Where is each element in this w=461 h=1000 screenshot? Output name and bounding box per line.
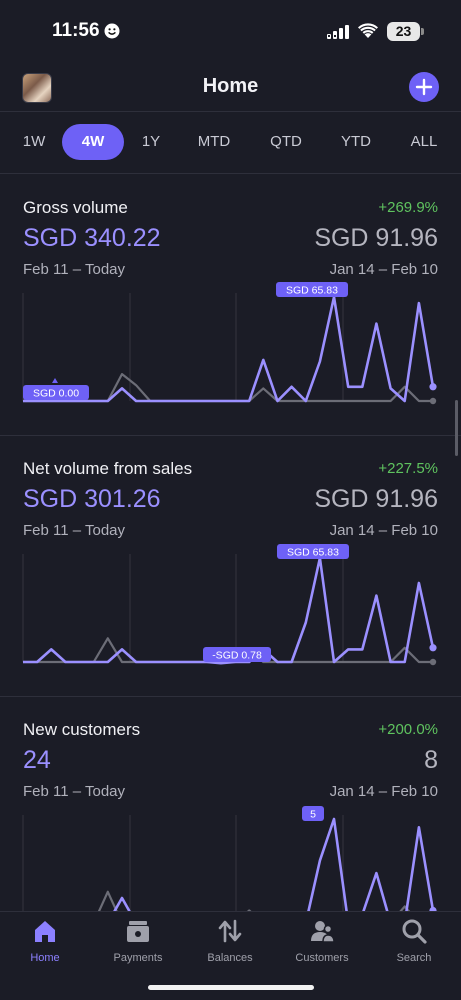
nav-search-label: Search [396, 952, 432, 964]
cellular-signal-icon [327, 25, 349, 39]
metric-compare-value: SGD 91.96 [314, 485, 438, 513]
metric-change: +269.9% [378, 199, 438, 216]
tooltip-high: 5 [302, 806, 324, 821]
tab-1y[interactable]: 1Y [141, 133, 161, 150]
metric-date-range: Feb 11 – Today [23, 522, 126, 539]
current-period-end-point [429, 906, 437, 911]
page-title: Home [202, 75, 259, 97]
nav-customers[interactable]: Customers [277, 918, 367, 964]
metric-compare-date-range: Jan 14 – Feb 10 [329, 522, 438, 539]
tooltip-low: SGD 0.00 [23, 378, 89, 400]
metric-title: Net volume from sales [23, 459, 193, 478]
nav-payments[interactable]: Payments [93, 918, 183, 964]
current-period-end-point [429, 644, 437, 652]
app-header: Home [0, 62, 461, 112]
metric-compare-value: 8 [424, 746, 438, 774]
metric-value: SGD 340.22 [23, 224, 161, 252]
net-volume-chart[interactable]: SGD 65.83 -SGD 0.78 [0, 436, 461, 697]
metric-change: +227.5% [378, 460, 438, 477]
add-button[interactable] [409, 72, 439, 102]
tooltip-low-text: -SGD 0.78 [212, 650, 262, 662]
gross-volume-card[interactable]: Gross volume +269.9% SGD 340.22 SGD 91.9… [0, 175, 461, 436]
nav-balances[interactable]: Balances [185, 918, 275, 964]
metric-compare-value: SGD 91.96 [314, 224, 438, 252]
nav-balances-label: Balances [207, 952, 253, 964]
metric-value: SGD 301.26 [23, 485, 161, 513]
wifi-icon [358, 23, 378, 38]
tooltip-high: SGD 65.83 [276, 282, 348, 297]
previous-period-line [97, 890, 411, 911]
tooltip-high: SGD 65.83 [277, 544, 349, 559]
metric-compare-date-range: Jan 14 – Feb 10 [329, 783, 438, 800]
tooltip-high-text: SGD 65.83 [287, 547, 339, 559]
nav-search[interactable]: Search [369, 918, 459, 964]
nav-customers-label: Customers [295, 952, 349, 964]
transfer-arrows-icon [218, 919, 242, 943]
metric-title: Gross volume [23, 198, 128, 217]
metric-date-range: Feb 11 – Today [23, 783, 126, 800]
account-avatar[interactable] [22, 73, 52, 103]
home-indicator [148, 985, 314, 990]
tab-4w[interactable]: 4W [62, 124, 124, 160]
nav-home[interactable]: Home [0, 918, 90, 964]
nav-payments-label: Payments [113, 952, 163, 964]
home-icon [35, 921, 55, 942]
battery-indicator: 23 [387, 22, 420, 41]
net-volume-card[interactable]: Net volume from sales +227.5% SGD 301.26… [0, 436, 461, 697]
metric-title: New customers [23, 720, 141, 739]
metric-date-range: Feb 11 – Today [23, 261, 126, 278]
focus-smiley-icon [104, 23, 120, 39]
status-time: 11:56 [52, 20, 100, 41]
status-bar: 11:56 23 [0, 0, 461, 62]
period-tabs: 1W 4W 1Y MTD QTD YTD ALL [0, 112, 461, 174]
tooltip-low: -SGD 0.78 [203, 647, 271, 662]
tab-qtd[interactable]: QTD [270, 133, 302, 150]
nav-home-label: Home [30, 952, 60, 964]
current-period-end-point [429, 383, 437, 391]
new-customers-chart[interactable]: 5 [0, 697, 461, 911]
gross-volume-chart[interactable]: SGD 65.83 SGD 0.00 [0, 175, 461, 436]
tab-all[interactable]: ALL [410, 133, 438, 150]
metric-compare-date-range: Jan 14 – Feb 10 [329, 261, 438, 278]
tooltip-high-text: 5 [310, 809, 316, 821]
tooltip-high-text: SGD 65.83 [286, 285, 338, 297]
tooltip-low-text: SGD 0.00 [33, 388, 79, 400]
current-period-line [23, 556, 435, 665]
people-icon [311, 921, 335, 943]
tab-ytd[interactable]: YTD [341, 133, 371, 150]
scroll-indicator [455, 400, 458, 456]
wallet-icon [127, 921, 149, 942]
search-icon [402, 919, 427, 944]
current-period-line [113, 817, 435, 911]
metric-value: 24 [23, 746, 51, 774]
tab-mtd[interactable]: MTD [197, 133, 231, 150]
previous-period-end-point [429, 397, 437, 405]
new-customers-card[interactable]: New customers +200.0% 24 8 Feb 11 – Toda… [0, 697, 461, 911]
plus-icon [415, 78, 433, 96]
metric-change: +200.0% [378, 721, 438, 738]
previous-period-end-point [429, 658, 437, 666]
battery-tip [421, 28, 424, 35]
tab-1w[interactable]: 1W [22, 133, 46, 150]
current-period-line [23, 295, 435, 403]
